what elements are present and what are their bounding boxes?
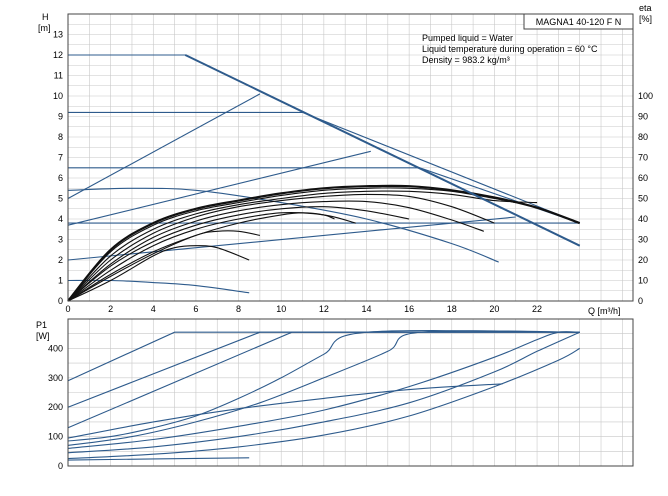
power-curve-8 [67, 347, 580, 460]
head-curve-5 [67, 93, 261, 199]
y-tick-label: 11 [54, 71, 63, 81]
x-tick-label: 0 [65, 304, 70, 314]
x-axis-title: Q [m³/h] [588, 306, 621, 316]
x-tick-label: 6 [193, 304, 198, 314]
power-axis-title: P1 [36, 320, 47, 330]
power-axis-unit: [W] [36, 331, 50, 341]
power-curve-6 [67, 331, 580, 449]
y-tick-label: 3 [58, 235, 63, 245]
y-tick-label: 9 [58, 112, 63, 122]
efficiency-curve-14 [67, 200, 484, 302]
x-tick-label: 14 [361, 304, 371, 314]
annotation-line: Pumped liquid = Water [422, 33, 513, 43]
y-tick-label: 10 [53, 91, 63, 101]
y-axis-unit: [m] [38, 23, 51, 33]
power-tick-label: 100 [48, 432, 63, 442]
y2-axis-unit: [%] [639, 14, 652, 24]
y2-tick-label: 40 [638, 214, 648, 224]
y-tick-label: 13 [53, 30, 63, 40]
efficiency-curve-19 [67, 212, 335, 302]
power-tick-label: 0 [58, 461, 63, 471]
y2-tick-label: 90 [638, 112, 648, 122]
y2-tick-label: 30 [638, 235, 648, 245]
efficiency-curve-10 [67, 184, 581, 302]
y-tick-label: 12 [53, 50, 63, 60]
y-tick-label: 2 [58, 255, 63, 265]
plot-frame-bottom [67, 318, 634, 467]
power-curve-4 [67, 330, 580, 442]
power-curve-7 [67, 331, 580, 454]
y2-tick-label: 60 [638, 173, 648, 183]
y-tick-label: 4 [58, 214, 63, 224]
y-axis-title: H [42, 12, 49, 22]
power-curve-3 [67, 331, 580, 429]
efficiency-curve-15 [67, 206, 410, 302]
power-tick-label: 400 [48, 343, 63, 353]
head-curve-6 [67, 150, 371, 226]
x-tick-label: 18 [447, 304, 457, 314]
x-tick-label: 20 [489, 304, 499, 314]
power-tick-label: 300 [48, 373, 63, 383]
efficiency-curve-13 [67, 193, 495, 302]
head-curve-7 [67, 216, 516, 261]
x-tick-label: 22 [532, 304, 542, 314]
power-curve-5 [67, 330, 580, 446]
head-curve-max-emphasis [184, 54, 581, 247]
x-tick-label: 4 [151, 304, 156, 314]
y2-axis-title: eta [639, 3, 652, 13]
y2-tick-label: 0 [638, 296, 643, 306]
x-tick-label: 10 [276, 304, 286, 314]
y-tick-label: 8 [58, 132, 63, 142]
x-tick-label: 8 [236, 304, 241, 314]
annotation-line: Liquid temperature during operation = 60… [422, 44, 598, 54]
y-tick-label: 0 [58, 296, 63, 306]
x-tick-label: 16 [404, 304, 414, 314]
y2-tick-label: 20 [638, 255, 648, 265]
efficiency-curve-11 [67, 187, 516, 302]
annotation-line: Density = 983.2 kg/m³ [422, 55, 510, 65]
x-tick-label: 12 [319, 304, 329, 314]
y2-tick-label: 10 [638, 276, 648, 286]
power-tick-label: 200 [48, 402, 63, 412]
y2-tick-label: 70 [638, 153, 648, 163]
chart-title: MAGNA1 40-120 F N [536, 17, 622, 27]
y-tick-label: 1 [58, 276, 63, 286]
y-tick-label: 5 [58, 194, 63, 204]
y2-tick-label: 50 [638, 194, 648, 204]
power-curve-9 [67, 383, 503, 439]
power-curve-10 [67, 457, 250, 461]
y-tick-label: 7 [58, 153, 63, 163]
efficiency-curve-18 [67, 245, 250, 302]
plot-frame-top [67, 13, 634, 302]
y2-tick-label: 100 [638, 91, 653, 101]
y2-tick-label: 80 [638, 132, 648, 142]
efficiency-curve-12 [67, 190, 538, 302]
y-tick-label: 6 [58, 173, 63, 183]
x-tick-label: 2 [108, 304, 113, 314]
chart-title-box [523, 13, 634, 30]
head-curve-8 [67, 187, 499, 263]
